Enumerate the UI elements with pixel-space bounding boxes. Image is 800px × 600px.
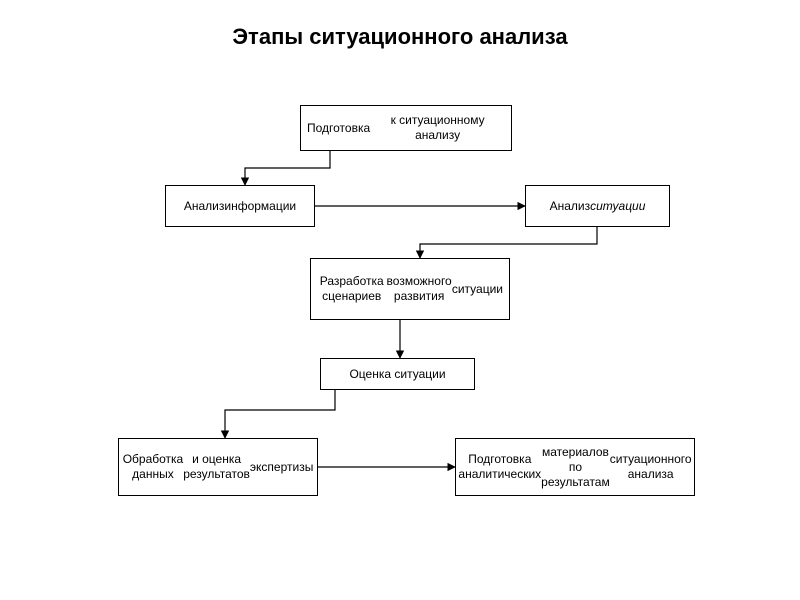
flow-node-n7: Подготовка аналитическихматериалов по ре… — [455, 438, 695, 496]
flow-node-n5: Оценка ситуации — [320, 358, 475, 390]
flow-node-n2: Анализинформации — [165, 185, 315, 227]
flow-node-n3: Анализситуации — [525, 185, 670, 227]
flow-edge-n1-n2 — [245, 151, 330, 185]
flow-node-n4: Разработка сценариеввозможного развитияс… — [310, 258, 510, 320]
page-title: Этапы ситуационного анализа — [0, 24, 800, 50]
flow-edge-n5-n6 — [225, 390, 335, 438]
flow-node-n1: Подготовкак ситуационному анализу — [300, 105, 512, 151]
flow-edge-n3-n4 — [420, 227, 597, 258]
flow-node-n6: Обработка данныхи оценка результатовэксп… — [118, 438, 318, 496]
